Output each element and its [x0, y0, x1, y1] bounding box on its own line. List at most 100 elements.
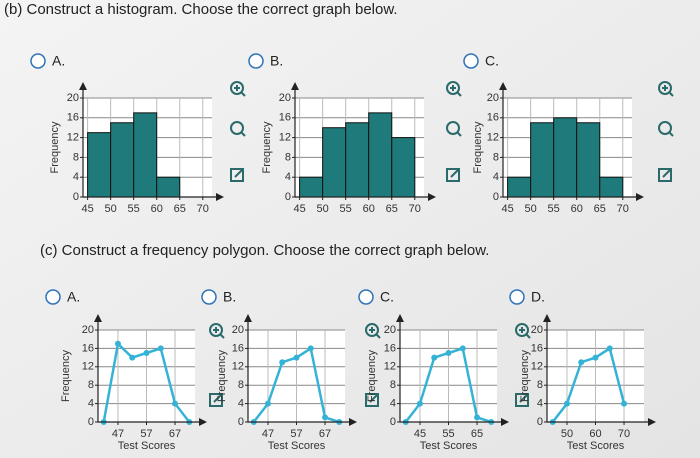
y-tick-label: 12	[67, 132, 79, 144]
zoom-icon-plus[interactable]	[234, 85, 240, 91]
y-axis-label: Frequency	[261, 121, 273, 173]
radio-button[interactable]	[30, 53, 46, 69]
x-tick-label: 45	[293, 203, 305, 215]
histogram-bar	[530, 122, 555, 198]
polygon-line	[551, 346, 626, 423]
polygon-point	[431, 354, 438, 361]
y-tick-label: 20	[384, 324, 396, 336]
radio-button[interactable]	[509, 289, 525, 305]
polygon-point	[606, 345, 613, 352]
option-label[interactable]: C.	[485, 53, 499, 69]
x-tick-label: 57	[140, 428, 152, 440]
popout-icon[interactable]	[658, 168, 672, 182]
zoom-icon-handle[interactable]	[456, 91, 462, 97]
popout-icon[interactable]	[365, 393, 379, 407]
zoom-icon[interactable]	[515, 323, 529, 337]
polygon-point	[172, 400, 179, 407]
zoom-icon[interactable]	[230, 121, 244, 135]
popout-icon-arrow[interactable]	[369, 393, 379, 403]
popout-icon[interactable]	[446, 168, 460, 182]
y-tick-label: 0	[493, 191, 499, 203]
x-tick-label: 47	[262, 428, 274, 440]
polygon-point	[143, 350, 150, 356]
y-tick-label: 12	[487, 132, 499, 144]
zoom-icon-plus[interactable]	[369, 327, 375, 333]
zoom-icon[interactable]	[365, 323, 379, 337]
histogram-bar	[553, 117, 578, 198]
zoom-icon-handle[interactable]	[668, 91, 674, 97]
histogram-bar	[576, 122, 601, 198]
y-axis-label: Frequency	[366, 350, 378, 402]
radio-button[interactable]	[248, 53, 264, 69]
y-tick-label: 8	[73, 151, 79, 163]
zoom-icon-handle[interactable]	[375, 333, 381, 339]
popout-icon[interactable]	[209, 393, 223, 407]
zoom-icon[interactable]	[230, 81, 244, 95]
zoom-icon[interactable]	[658, 81, 672, 95]
polygon-point	[279, 359, 286, 366]
option-label[interactable]: B.	[223, 289, 236, 305]
polygon-point	[307, 345, 314, 352]
y-tick-label: 20	[67, 92, 79, 104]
y-tick-label: 20	[232, 324, 244, 336]
x-tick-label: 70	[618, 428, 630, 440]
y-tick-label: 8	[390, 379, 396, 391]
x-tick-label: 55	[548, 203, 560, 215]
zoom-icon[interactable]	[446, 121, 460, 135]
zoom-icon-plus[interactable]	[450, 85, 456, 91]
option-label[interactable]: B.	[270, 53, 283, 69]
y-tick-label: 4	[88, 398, 94, 410]
histogram-bar	[133, 112, 158, 198]
y-tick-label: 12	[279, 132, 291, 144]
radio-button[interactable]	[201, 289, 217, 305]
zoom-icon-handle[interactable]	[668, 131, 674, 137]
zoom-icon-plus[interactable]	[662, 85, 668, 91]
zoom-icon[interactable]	[209, 323, 223, 337]
zoom-icon-handle[interactable]	[240, 131, 246, 137]
y-tick-label: 12	[531, 361, 543, 373]
polygon-point	[416, 400, 423, 407]
axes	[502, 84, 640, 198]
radio-button[interactable]	[358, 289, 374, 305]
y-tick-label: 0	[88, 416, 94, 428]
radio-button[interactable]	[463, 53, 479, 69]
popout-icon-arrow[interactable]	[234, 168, 244, 178]
zoom-icon-plus[interactable]	[213, 327, 219, 333]
option-label[interactable]: D.	[531, 289, 545, 305]
zoom-icon-handle[interactable]	[525, 333, 531, 339]
option-label[interactable]: C.	[380, 289, 394, 305]
popout-icon-arrow[interactable]	[519, 393, 529, 403]
zoom-icon[interactable]	[658, 121, 672, 135]
popout-icon[interactable]	[230, 168, 244, 182]
polygon-point	[157, 345, 164, 352]
zoom-icon-handle[interactable]	[456, 131, 462, 137]
y-tick-label: 4	[493, 171, 499, 183]
option-label[interactable]: A.	[67, 289, 80, 305]
popout-icon-arrow[interactable]	[450, 168, 460, 178]
y-tick-label: 4	[537, 398, 543, 410]
x-tick-label: 60	[589, 428, 601, 440]
y-tick-label: 20	[279, 92, 291, 104]
y-tick-label: 0	[73, 191, 79, 203]
histogram-bar	[368, 112, 393, 198]
popout-icon-arrow[interactable]	[213, 393, 223, 403]
polygon-point	[264, 400, 271, 407]
y-tick-label: 8	[285, 151, 291, 163]
option-label[interactable]: A.	[52, 53, 65, 69]
y-tick-label: 8	[537, 379, 543, 391]
y-axis-label: Frequency	[49, 121, 61, 173]
x-tick-label: 55	[340, 203, 352, 215]
radio-button[interactable]	[45, 289, 61, 305]
y-tick-label: 4	[238, 398, 244, 410]
histogram-bar	[345, 122, 370, 198]
popout-icon[interactable]	[515, 393, 529, 407]
zoom-icon-plus[interactable]	[519, 327, 525, 333]
zoom-icon-handle[interactable]	[219, 333, 225, 339]
zoom-icon-handle[interactable]	[240, 91, 246, 97]
y-tick-label: 12	[232, 361, 244, 373]
popout-icon-arrow[interactable]	[662, 168, 672, 178]
zoom-icon[interactable]	[446, 81, 460, 95]
y-tick-label: 0	[537, 416, 543, 428]
x-tick-label: 50	[105, 203, 117, 215]
x-tick-label: 55	[128, 203, 140, 215]
